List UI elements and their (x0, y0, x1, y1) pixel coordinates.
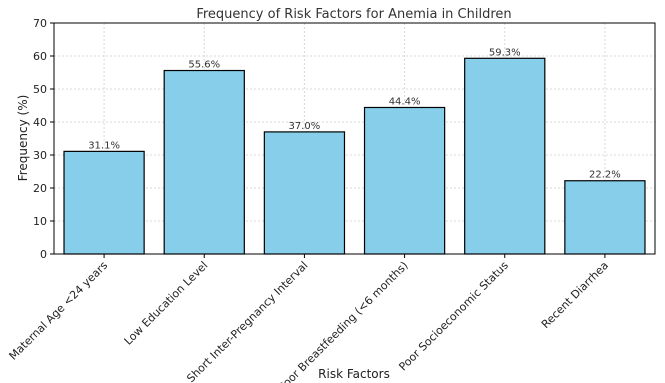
y-tick-label: 0 (40, 248, 47, 261)
bar-data-label: 44.4% (389, 96, 421, 107)
x-tick-label: Maternal Age <24 years (6, 259, 110, 363)
y-tick-label: 10 (33, 215, 47, 228)
x-tick-label: Recent Diarrhea (539, 259, 611, 331)
bar-data-label: 55.6% (188, 60, 220, 71)
bar-data-label: 59.3% (489, 47, 521, 58)
x-tick-label: Poor Socioeconomic Status (396, 259, 511, 374)
x-tick-label: Low Education Level (122, 259, 211, 348)
y-tick-label: 30 (33, 149, 47, 162)
bar (363, 106, 446, 255)
chart-title: Frequency of Risk Factors for Anemia in … (196, 7, 511, 22)
bars (63, 57, 646, 255)
plot-frame (53, 22, 656, 255)
bar-data-label: 37.0% (289, 121, 321, 132)
data-labels: 31.1% 55.6% 37.0% 44.4% 59.3% 22.2% (88, 47, 621, 180)
bar (564, 180, 646, 255)
bar-data-label: 31.1% (88, 140, 120, 151)
y-axis-title: Frequency (%) (16, 95, 30, 182)
bar (163, 69, 245, 255)
y-tick-label: 60 (33, 50, 47, 63)
x-tick-label: Short Inter-Pregnancy Interval (184, 259, 310, 383)
y-tick-label: 20 (33, 182, 47, 195)
bar (263, 131, 346, 255)
bar (464, 57, 546, 255)
x-axis-title: Risk Factors (318, 367, 390, 381)
bar (63, 150, 145, 255)
bar-data-label: 22.2% (589, 170, 621, 181)
y-tick-label: 50 (33, 83, 47, 96)
y-tick-label: 40 (33, 116, 47, 129)
y-tick-label: 70 (33, 17, 47, 30)
